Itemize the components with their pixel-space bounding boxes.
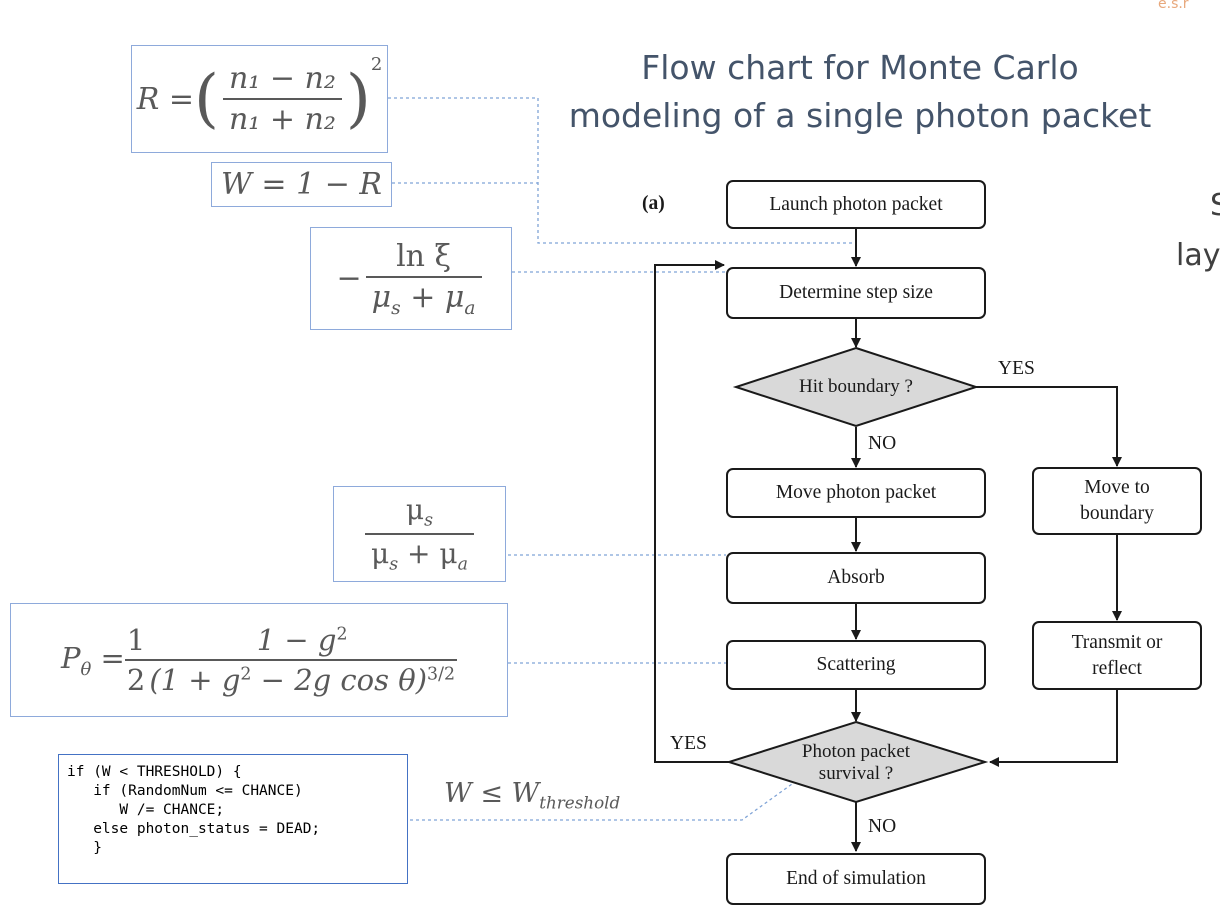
albedo-numerator: μs <box>405 493 434 531</box>
edge-fragment-top-right: e.s.r <box>1158 0 1189 12</box>
label-no-hit: NO <box>868 433 897 454</box>
node-move-to-boundary: Move to boundary <box>1032 467 1202 535</box>
weight-formula: W = 1 − R <box>211 162 392 207</box>
title-line-2: modeling of a single photon packet <box>568 96 1152 135</box>
step-numerator: ln ξ <box>396 238 452 274</box>
node-transmit-reflect: Transmit or reflect <box>1032 621 1202 690</box>
label-yes-hit: YES <box>998 358 1035 379</box>
node-step-size: Determine step size <box>726 267 986 319</box>
fresnel-fraction: n₁ − n₂ n₁ + n₂ <box>222 61 342 137</box>
albedo-fraction: μs μs + μa <box>365 493 474 575</box>
label-yes-survival: YES <box>670 733 707 754</box>
node-launch: Launch photon packet <box>726 180 986 229</box>
node-move-packet: Move photon packet <box>726 468 986 518</box>
connector-fresnel <box>388 97 856 244</box>
decision-hit-boundary-shape <box>732 346 980 428</box>
title-line-1: Flow chart for Monte Carlo <box>641 48 1079 87</box>
flowchart-arrows <box>654 229 1122 852</box>
code-line: else photon_status = DEAD; <box>67 821 321 837</box>
weight-expression: W = 1 − R <box>221 167 382 202</box>
phase-function-formula: Pθ = 1 2 1 − g2 (1 + g2 − 2g cos θ)3/2 <box>10 603 508 717</box>
fresnel-lhs: R = <box>136 81 194 117</box>
arrow-survival-loop <box>654 260 729 763</box>
russian-roulette-code: if (W < THRESHOLD) { if (RandomNum <= CH… <box>58 754 408 884</box>
slide-title: Flow chart for Monte Carlo modeling of a… <box>540 44 1180 140</box>
edge-fragment-right-1: S <box>1210 188 1220 223</box>
fresnel-power: 2 <box>370 54 383 75</box>
node-survival: Photon packet survival ? <box>801 741 911 784</box>
connector-threshold <box>410 783 793 821</box>
decision-survival-shape <box>725 720 989 804</box>
panel-label: (a) <box>642 193 665 214</box>
arrow-hit-boundary <box>976 386 1122 467</box>
step-size-formula: − ln ξ μs + μa <box>310 227 512 330</box>
step-sign: − <box>336 261 362 296</box>
phase-numerator: 1 − g2 <box>256 623 348 657</box>
edge-fragment-right-2: lay <box>1176 238 1220 273</box>
node-absorb: Absorb <box>726 552 986 604</box>
phase-denominator: (1 + g2 − 2g cos θ)3/2 <box>147 659 458 697</box>
albedo-formula: μs μs + μa <box>333 486 506 582</box>
paren-right: ) <box>345 62 371 136</box>
phase-lhs: Pθ = <box>60 640 125 680</box>
step-fraction: ln ξ μs + μa <box>365 238 482 319</box>
code-line: } <box>67 840 102 856</box>
code-line: W /= CHANCE; <box>67 802 225 818</box>
paren-left: ( <box>193 62 219 136</box>
phase-fraction: 1 − g2 (1 + g2 − 2g cos θ)3/2 <box>147 623 458 697</box>
formula-connectors <box>388 97 856 821</box>
albedo-denominator: μs + μa <box>365 533 474 575</box>
fresnel-denominator: n₁ + n₂ <box>222 98 342 137</box>
code-line: if (W < THRESHOLD) { <box>67 764 242 780</box>
step-denominator: μs + μa <box>365 275 482 319</box>
code-line: if (RandomNum <= CHANCE) <box>67 783 303 799</box>
fresnel-numerator: n₁ − n₂ <box>228 61 336 96</box>
threshold-condition: W ≤ Wthreshold <box>444 778 621 813</box>
node-end-simulation: End of simulation <box>726 853 986 905</box>
arrow-transmit-survival <box>989 690 1118 767</box>
label-no-survival: NO <box>868 816 897 837</box>
phase-half: 1 2 <box>124 623 148 697</box>
node-hit-boundary: Hit boundary ? <box>799 376 913 397</box>
fresnel-formula: R = ( n₁ − n₂ n₁ + n₂ ) 2 <box>131 45 388 153</box>
node-scattering: Scattering <box>726 640 986 690</box>
